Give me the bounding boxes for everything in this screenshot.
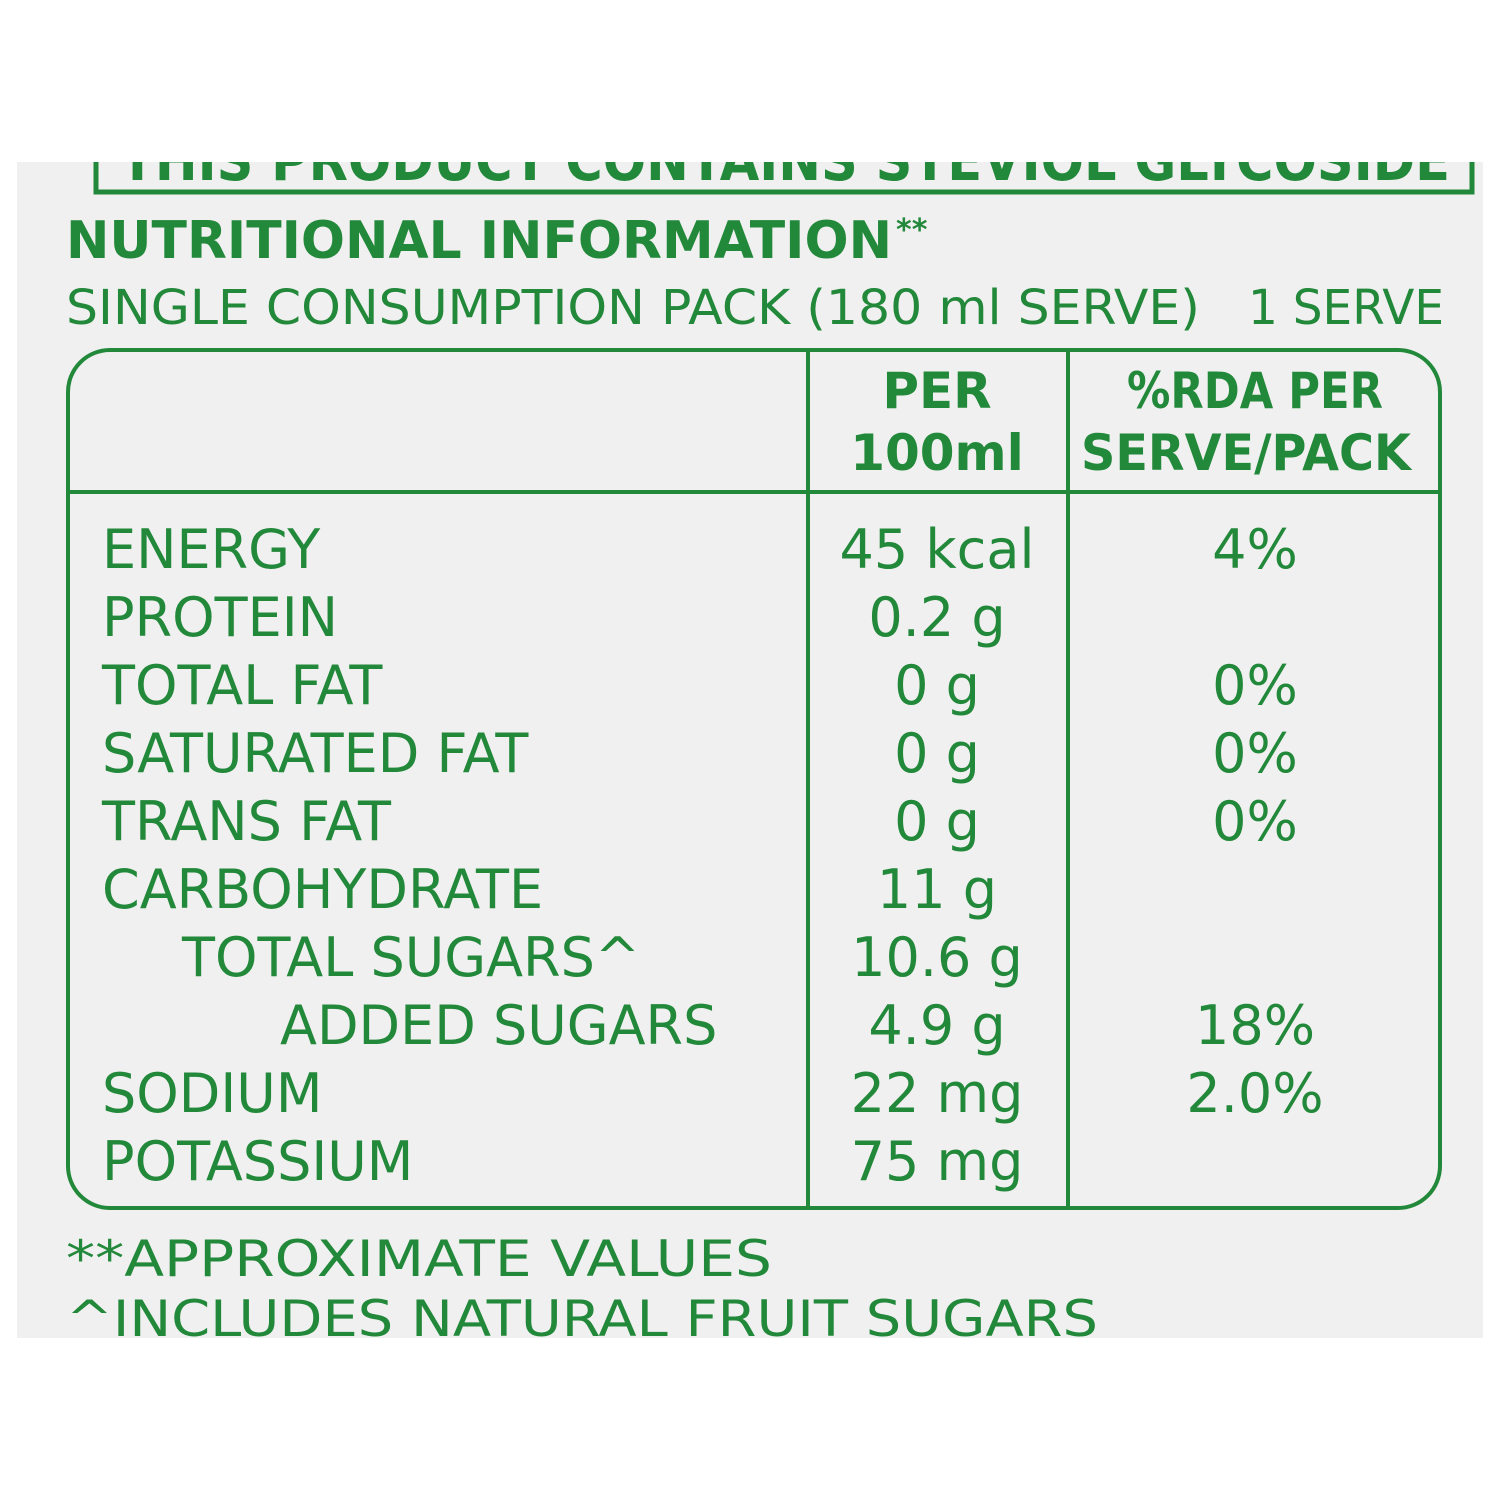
column-header: PER	[882, 362, 991, 420]
content: THIS PRODUCT CONTAINS STEVIOL GLYCOSIDE …	[66, 129, 1475, 1348]
table-frame	[66, 348, 1442, 1210]
footnote: ^INCLUDES NATURAL FRUIT SUGARS	[66, 1290, 1098, 1348]
per-100ml: 45 kcal	[840, 518, 1035, 581]
per-100ml: 10.6 g	[851, 926, 1023, 989]
rda: 18%	[1195, 994, 1315, 1057]
nutrient: CARBOHYDRATE	[102, 858, 543, 921]
column-header: %RDA PER	[1127, 362, 1383, 420]
per-100ml: 4.9 g	[868, 994, 1005, 1057]
rda: 0%	[1212, 654, 1298, 717]
per-100ml: 11 g	[877, 858, 997, 921]
nutrient: SATURATED FAT	[102, 722, 529, 785]
per-100ml: 0 g	[894, 654, 980, 717]
per-100ml: 0.2 g	[868, 586, 1005, 649]
serve: 1 SERVE	[1248, 280, 1444, 336]
nutrient: ADDED SUGARS	[280, 994, 717, 1057]
banner-box	[93, 162, 1475, 195]
nutrient: TRANS FAT	[101, 790, 392, 853]
nutrient: POTASSIUM	[102, 1130, 413, 1193]
column-header: SERVE/PACK	[1081, 424, 1413, 482]
rda: 0%	[1212, 790, 1298, 853]
per-100ml: 0 g	[894, 722, 980, 785]
nutrient: ENERGY	[102, 518, 321, 581]
panel	[17, 162, 1483, 1338]
nutrient: SODIUM	[102, 1062, 322, 1125]
per-100ml: 0 g	[894, 790, 980, 853]
subtitle: SINGLE CONSUMPTION PACK (180 ml SERVE)	[66, 280, 1200, 336]
title-mark: **	[896, 213, 928, 248]
rda: 4%	[1212, 518, 1298, 581]
title: NUTRITIONAL INFORMATION	[66, 211, 892, 271]
footnote: **APPROXIMATE VALUES	[66, 1230, 772, 1288]
column-header: 100ml	[850, 424, 1024, 482]
rda: 2.0%	[1186, 1062, 1323, 1125]
nutrient: TOTAL FAT	[101, 654, 383, 717]
nutrient: PROTEIN	[102, 586, 338, 649]
per-100ml: 22 mg	[851, 1062, 1024, 1125]
nutrient: TOTAL SUGARS^	[181, 926, 640, 989]
rda: 0%	[1212, 722, 1298, 785]
banner: THIS PRODUCT CONTAINS STEVIOL GLYCOSIDE	[120, 129, 1450, 194]
per-100ml: 75 mg	[851, 1130, 1024, 1193]
